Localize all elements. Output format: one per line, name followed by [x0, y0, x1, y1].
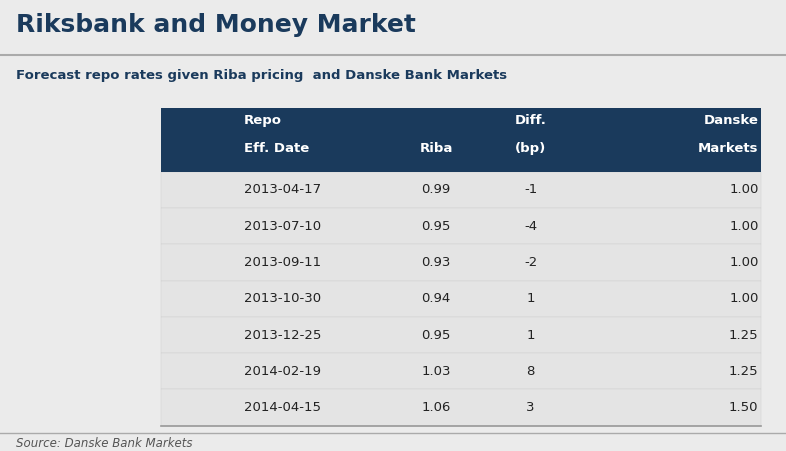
Text: 1.03: 1.03: [421, 365, 451, 378]
Text: 2013-12-25: 2013-12-25: [244, 329, 321, 341]
Text: 0.94: 0.94: [421, 292, 451, 305]
Bar: [161, 208, 761, 244]
Text: Forecast repo rates given Riba pricing  and Danske Bank Markets: Forecast repo rates given Riba pricing a…: [16, 69, 507, 82]
Text: 1: 1: [527, 329, 534, 341]
Text: 1.25: 1.25: [729, 365, 758, 378]
Text: 0.95: 0.95: [421, 220, 451, 233]
Text: 2014-04-15: 2014-04-15: [244, 401, 321, 414]
Bar: [161, 281, 761, 317]
Text: 2013-04-17: 2013-04-17: [244, 184, 321, 197]
Text: 0.95: 0.95: [421, 329, 451, 341]
Text: -1: -1: [524, 184, 537, 197]
Text: 2014-02-19: 2014-02-19: [244, 365, 321, 378]
Text: 1.00: 1.00: [729, 184, 758, 197]
Text: Riba: Riba: [420, 142, 453, 155]
Text: 0.99: 0.99: [421, 184, 451, 197]
Bar: [161, 172, 761, 208]
Text: 0.93: 0.93: [421, 256, 451, 269]
Text: 2013-10-30: 2013-10-30: [244, 292, 321, 305]
Text: 3: 3: [527, 401, 534, 414]
Text: Eff. Date: Eff. Date: [244, 142, 309, 155]
Text: Repo: Repo: [244, 114, 281, 127]
Text: Diff.: Diff.: [515, 114, 546, 127]
Text: 1.00: 1.00: [729, 256, 758, 269]
Text: 1.00: 1.00: [729, 220, 758, 233]
Text: 8: 8: [527, 365, 534, 378]
Text: 1.25: 1.25: [729, 329, 758, 341]
Text: Source: Danske Bank Markets: Source: Danske Bank Markets: [16, 437, 193, 450]
Text: 1.50: 1.50: [729, 401, 758, 414]
Text: -4: -4: [524, 220, 537, 233]
Text: Markets: Markets: [698, 142, 758, 155]
Bar: [161, 317, 761, 353]
Bar: [161, 108, 761, 172]
Text: Danske: Danske: [703, 114, 758, 127]
Text: 2013-09-11: 2013-09-11: [244, 256, 321, 269]
Bar: [161, 390, 761, 426]
Text: (bp): (bp): [515, 142, 546, 155]
Text: Riksbank and Money Market: Riksbank and Money Market: [16, 13, 416, 37]
Text: 2013-07-10: 2013-07-10: [244, 220, 321, 233]
Bar: [161, 244, 761, 281]
Text: 1: 1: [527, 292, 534, 305]
Text: 1.00: 1.00: [729, 292, 758, 305]
Bar: [161, 353, 761, 390]
Text: 1.06: 1.06: [421, 401, 451, 414]
Text: -2: -2: [524, 256, 537, 269]
